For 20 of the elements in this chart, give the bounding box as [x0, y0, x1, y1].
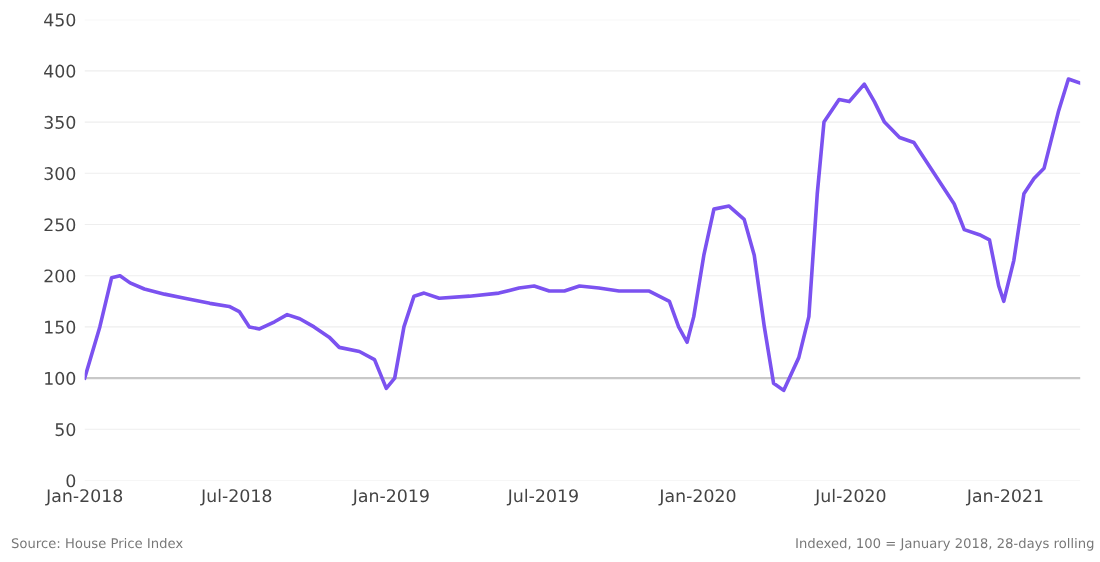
y-tick-label: 50 — [55, 423, 76, 437]
x-tick-label: Jan-2020 — [658, 489, 736, 506]
x-tick-label: Jul-2020 — [814, 488, 886, 506]
source-note: Source: House Price Index — [11, 537, 183, 549]
x-tick-label: Jan-2019 — [351, 489, 429, 506]
x-tick-label: Jan-2021 — [965, 489, 1043, 506]
x-tick-label: Jul-2019 — [506, 488, 578, 506]
x-tick-label: Jul-2018 — [200, 488, 272, 506]
y-tick-label: 0 — [66, 474, 76, 488]
y-tick-label: 150 — [45, 320, 76, 334]
y-tick-label: 450 — [44, 13, 76, 27]
text: Indexed, 100 = January 2018, 28-days rolling — [796, 537, 1094, 551]
y-tick-label: 300 — [44, 166, 76, 181]
y-tick-label: 250 — [44, 218, 76, 232]
line-series — [84, 77, 1081, 393]
x-tick-label: Jan-2018 — [45, 489, 123, 506]
y-tick-label: 400 — [44, 64, 76, 78]
y-tick-label: 200 — [44, 269, 76, 283]
y-tick-label: 350 — [44, 115, 76, 129]
y-tick-label: 100 — [45, 371, 76, 385]
